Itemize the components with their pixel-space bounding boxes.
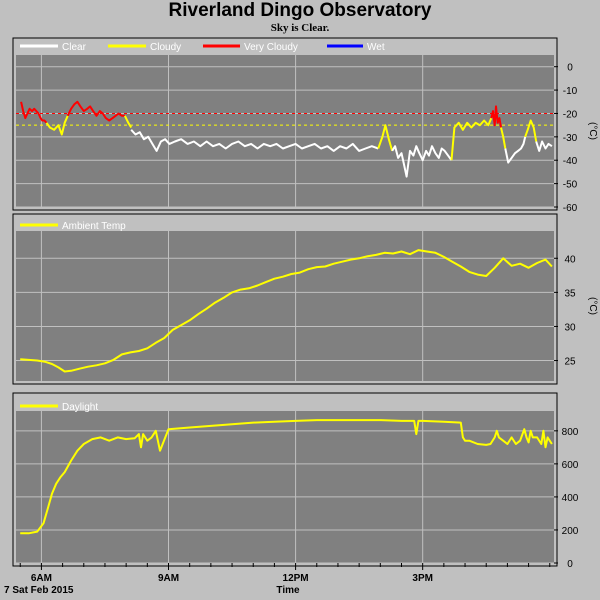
legend-very-cloudy-label: Very Cloudy [244, 42, 298, 53]
ambient-grid [16, 231, 554, 381]
ambient-lines [20, 249, 553, 373]
sky-y-axis-label: (°C) [587, 122, 598, 140]
y-tick-label: 25 [564, 357, 576, 368]
y-tick-label: -50 [563, 180, 578, 191]
legend-daylight-label: Daylight [62, 402, 98, 413]
ambient-legend: Ambient Temp [20, 221, 126, 232]
sky-plot-area [16, 55, 554, 207]
y-tick-label: 30 [564, 322, 576, 333]
x-axis-ticks: 6AM 9AM 12PM 3PM [19, 563, 551, 584]
chart-title: Riverland Dingo Observatory [168, 0, 432, 21]
y-tick-label: -40 [563, 156, 578, 167]
series-line-cloudy [124, 115, 133, 129]
sky-legend: Clear Cloudy Very Cloudy Wet [20, 42, 385, 53]
series-line-clear [504, 136, 527, 164]
legend-ambient-label: Ambient Temp [62, 221, 126, 232]
series-line-cloudy [524, 119, 538, 142]
daylight-lines [20, 419, 553, 535]
sky-panel: 0 -10 -20 -30 -40 -50 -60 (°C) Clear Cloudy Ve… [12, 37, 598, 214]
sky-status-subtitle: Sky is Clear. [270, 22, 330, 34]
series-line-cloudy [500, 127, 507, 149]
y-tick-label: -20 [563, 109, 578, 120]
sky-lines [20, 100, 553, 178]
y-tick-label: 600 [562, 460, 579, 471]
x-axis-label: Time [276, 585, 300, 596]
sky-y-ticks: 0 -10 -20 -30 -40 -50 -60 [554, 63, 578, 214]
series-line-clear [391, 145, 453, 178]
x-tick-label: 9AM [158, 573, 179, 584]
series-line-cloudy [45, 115, 69, 136]
y-tick-label: 0 [567, 559, 573, 570]
legend-wet-label: Wet [367, 42, 385, 53]
series-line-very-cloudy [490, 105, 502, 128]
x-tick-label: 12PM [283, 573, 309, 584]
y-tick-label: 800 [562, 427, 579, 438]
ambient-plot-area [16, 231, 554, 381]
y-tick-label: 200 [562, 526, 579, 537]
series-line-very-cloudy [66, 100, 125, 122]
series-line [20, 419, 553, 535]
y-tick-label: -10 [563, 86, 578, 97]
daylight-plot-area [16, 411, 554, 563]
legend-cloudy-label: Cloudy [150, 42, 181, 53]
date-label: 7 Sat Feb 2015 [4, 585, 74, 596]
series-line-cloudy [450, 117, 493, 161]
ambient-panel: 25 30 35 40 (°C) Ambient Temp [12, 213, 598, 385]
x-tick-label: 3PM [412, 573, 433, 584]
series-line [20, 249, 553, 373]
daylight-legend: Daylight [20, 402, 98, 413]
daylight-y-ticks: 0 200 400 600 800 [554, 427, 579, 570]
y-tick-label: -60 [563, 203, 578, 214]
legend-clear-label: Clear [62, 42, 87, 53]
ambient-y-ticks: 25 30 35 40 [554, 254, 576, 368]
ambient-y-axis-label: (°C) [587, 297, 598, 315]
y-tick-label: -30 [563, 133, 578, 144]
series-line-cloudy [377, 124, 394, 152]
y-tick-label: 400 [562, 493, 579, 504]
y-tick-label: 35 [564, 288, 576, 299]
daylight-panel: 0 200 400 600 800 Daylight [12, 392, 579, 570]
sky-grid [16, 55, 554, 208]
y-tick-label: 40 [564, 254, 576, 265]
series-line-clear [130, 129, 379, 152]
x-tick-label: 6AM [31, 573, 52, 584]
daylight-grid [16, 411, 554, 564]
series-line-very-cloudy [20, 101, 48, 124]
series-line-clear [535, 140, 553, 152]
y-tick-label: 0 [567, 63, 573, 74]
